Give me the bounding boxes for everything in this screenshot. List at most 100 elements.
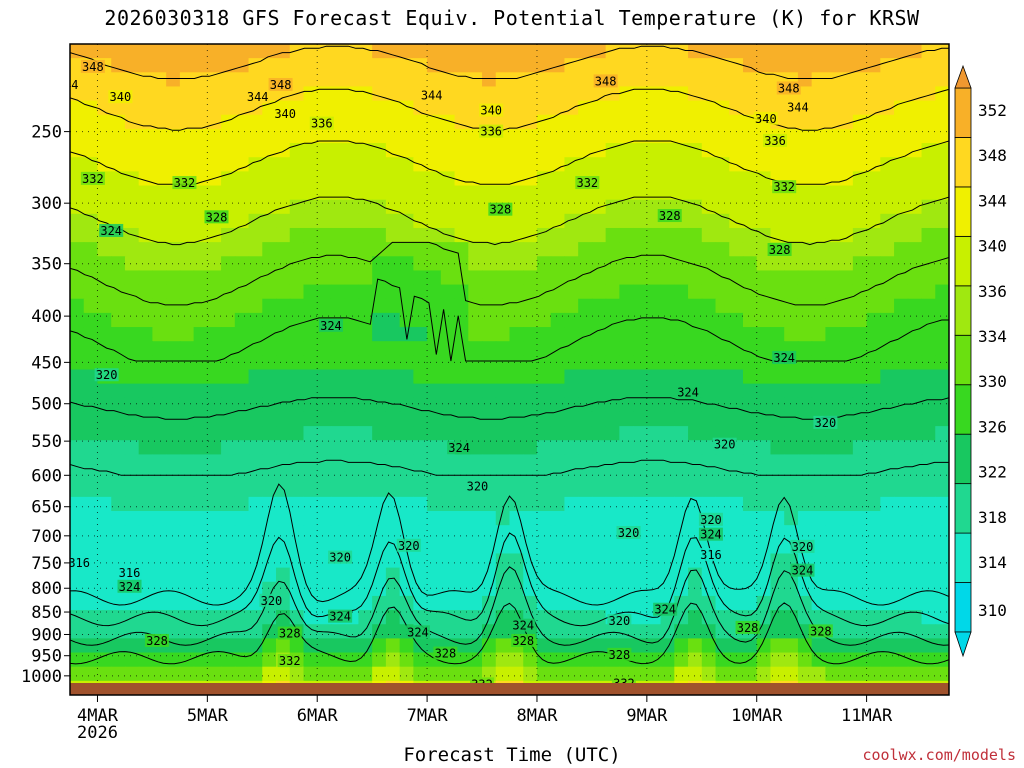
field-cell [852,496,868,512]
field-cell [399,468,414,484]
field-cell [523,482,538,498]
field-cell [358,553,373,569]
field-cell [317,355,332,371]
field-cell [564,581,579,597]
field-cell [111,539,126,555]
y-tick-label: 900 [31,625,62,645]
field-cell [70,143,85,158]
field-cell [578,284,593,300]
field-cell [839,567,854,583]
field-cell [935,383,949,399]
field-cell [894,553,909,569]
contour-label: 344 [247,90,269,104]
field-cell [646,355,662,371]
field-cell [564,355,579,371]
field-cell [193,652,208,668]
field-cell [935,454,949,470]
field-cell [852,270,868,286]
field-cell [839,624,854,639]
field-cell [866,553,881,569]
field-cell [839,355,854,371]
field-cell [193,482,208,498]
field-cell [70,652,85,668]
field-cell [317,256,332,272]
field-cell [83,397,99,413]
field-cell [193,511,208,526]
field-cell [894,525,909,540]
field-cell [921,100,936,116]
field-cell [509,440,524,456]
field-cell [124,426,140,441]
field-cell [797,86,813,102]
field-cell [756,72,772,88]
field-cell [839,440,854,456]
field-cell [852,652,868,668]
contour-label: 344 [421,88,443,102]
field-cell [468,298,483,314]
field-cell [358,482,373,498]
field-cell [742,143,758,158]
field-cell [852,610,868,625]
field-cell [894,213,909,229]
field-cell [674,284,689,300]
field-cell [166,128,181,144]
field-cell [111,454,126,470]
field-cell [262,426,277,441]
field-cell [234,383,250,399]
field-cell [440,511,456,526]
credit-link[interactable]: coolwx.com/models [862,746,1016,764]
field-cell [619,496,634,512]
field-cell [701,341,717,356]
field-cell [633,652,648,668]
field-cell [372,553,387,569]
field-cell [344,227,360,243]
field-cell [468,454,483,470]
field-cell [179,327,195,342]
field-cell [935,511,949,526]
field-cell [385,595,401,611]
field-cell [97,143,112,158]
field-cell [138,397,154,413]
field-cell [385,511,401,526]
field-cell [564,185,579,201]
field-cell [193,213,208,229]
field-cell [619,185,634,201]
field-cell [303,58,318,73]
field-cell [701,496,717,512]
field-cell [564,72,579,88]
field-cell [578,496,593,512]
field-cell [880,454,895,470]
field-cell [742,454,758,470]
field-cell [894,369,909,385]
field-cell [207,383,222,399]
field-cell [633,213,648,229]
field-cell [495,227,511,243]
field-cell [317,270,332,286]
field-cell [674,100,689,116]
field-cell [564,610,579,625]
field-cell [111,312,126,328]
field-cell [935,171,949,187]
field-cell [550,383,566,399]
field-cell [619,157,634,172]
field-cell [756,482,772,498]
field-cell [564,454,579,470]
field-cell [907,256,923,272]
field-cell [564,426,579,441]
colorbar-label: 348 [978,146,1007,165]
contour-label-bg [70,77,80,91]
field-cell [907,624,923,639]
field-cell [509,383,524,399]
field-cell [317,242,332,257]
field-cell [344,567,360,583]
field-cell [715,610,730,625]
field-cell [276,468,291,484]
field-cell [509,369,524,385]
field-cell [646,227,662,243]
field-cell [770,383,785,399]
field-cell [372,114,387,130]
contour-line [70,532,949,627]
field-cell [111,128,126,144]
field-cell [413,256,428,272]
field-cell [578,86,593,102]
